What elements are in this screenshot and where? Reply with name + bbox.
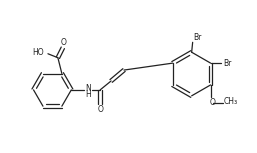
Text: O: O — [97, 105, 103, 114]
Text: N: N — [85, 84, 91, 93]
Text: CH₃: CH₃ — [223, 97, 237, 106]
Text: HO: HO — [32, 48, 44, 57]
Text: Br: Br — [223, 59, 232, 68]
Text: Br: Br — [194, 33, 202, 42]
Text: O: O — [61, 38, 67, 47]
Text: O: O — [210, 98, 216, 107]
Text: H: H — [85, 90, 91, 99]
